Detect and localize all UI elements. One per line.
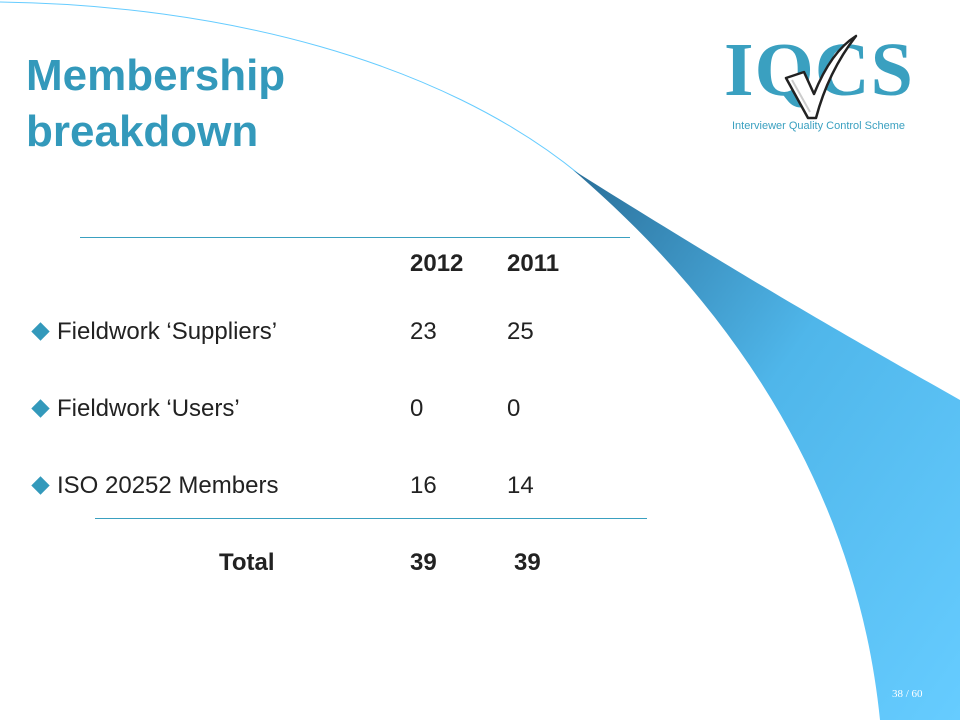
iqcs-logo: IQCS Interviewer Quality Control Scheme <box>724 30 944 140</box>
row-label: Fieldwork ‘Suppliers’ <box>57 318 278 345</box>
checkmark-icon <box>784 34 858 120</box>
page-number: 38 / 60 <box>892 688 923 700</box>
row-value-2012: 0 <box>410 395 424 422</box>
total-value-2012: 39 <box>410 549 437 576</box>
row-value-2011: 25 <box>507 318 534 345</box>
total-value-2011: 39 <box>514 549 541 576</box>
row-value-2012: 16 <box>410 472 437 499</box>
table-top-rule <box>80 237 630 238</box>
table-bottom-rule <box>95 518 647 519</box>
row-label: ISO 20252 Members <box>57 472 279 499</box>
row-value-2011: 14 <box>507 472 534 499</box>
logo-tagline: Interviewer Quality Control Scheme <box>732 120 906 132</box>
row-value-2011: 0 <box>507 395 521 422</box>
column-header-2011: 2011 <box>507 250 560 277</box>
title-line-1: Membership <box>26 51 286 100</box>
row-label: Fieldwork ‘Users’ <box>57 395 240 422</box>
page-title: Membership breakdown <box>26 48 285 160</box>
thin-arc <box>0 1 581 176</box>
column-header-2012: 2012 <box>410 250 464 277</box>
total-label: Total <box>219 549 275 576</box>
swoosh-shape <box>573 170 960 720</box>
row-value-2012: 23 <box>410 318 437 345</box>
title-line-2: breakdown <box>26 107 259 156</box>
